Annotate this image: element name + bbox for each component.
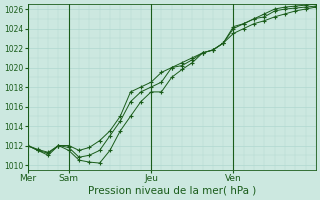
X-axis label: Pression niveau de la mer( hPa ): Pression niveau de la mer( hPa ) (88, 186, 256, 196)
